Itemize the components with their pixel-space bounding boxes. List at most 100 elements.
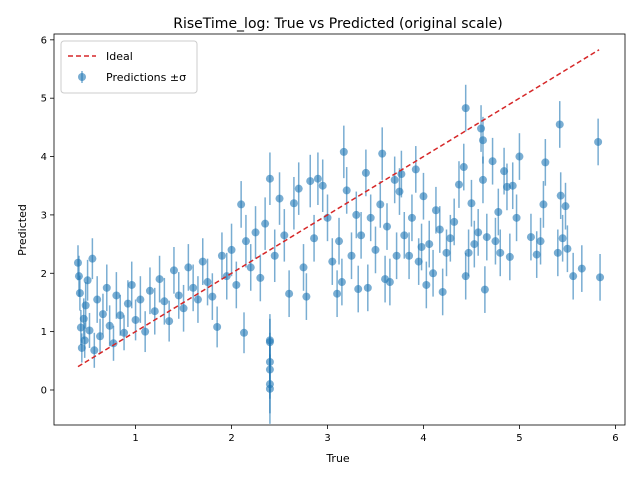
data-point <box>328 257 337 266</box>
data-point <box>461 272 470 281</box>
data-point <box>508 181 517 190</box>
data-point <box>141 327 150 336</box>
data-point <box>491 237 500 246</box>
data-point <box>454 180 463 189</box>
data-point <box>488 157 497 166</box>
data-point <box>189 283 198 292</box>
x-tick-label: 4 <box>420 433 426 444</box>
data-point <box>561 202 570 211</box>
y-axis-ticks: 0 1 2 3 4 5 6 <box>41 35 54 396</box>
data-point <box>213 322 222 331</box>
data-point <box>246 263 255 272</box>
data-point <box>302 292 311 301</box>
legend-predictions-marker <box>78 73 86 81</box>
data-point <box>446 234 455 243</box>
data-point <box>333 289 342 298</box>
y-axis-label: Predicted <box>16 204 29 256</box>
data-point <box>405 251 414 260</box>
data-point <box>98 310 107 319</box>
data-point <box>217 251 226 260</box>
data-point <box>289 199 298 208</box>
data-point <box>203 278 212 287</box>
legend-box <box>60 40 198 94</box>
data-point <box>285 289 294 298</box>
data-point <box>251 228 260 237</box>
data-point <box>145 286 154 295</box>
data-point <box>442 248 451 257</box>
plot-area <box>73 49 605 424</box>
chart-title: RiseTime_log: True vs Predicted (origina… <box>173 16 502 32</box>
data-point <box>500 167 509 176</box>
data-point <box>74 272 83 281</box>
data-point <box>541 158 550 167</box>
x-tick-label: 1 <box>132 433 138 444</box>
data-point <box>347 251 356 260</box>
data-point <box>105 321 114 330</box>
legend-predictions-label: Predictions ±σ <box>106 71 186 84</box>
data-point <box>425 240 434 249</box>
data-point <box>352 210 361 219</box>
x-axis-label: True <box>325 452 350 465</box>
data-point <box>240 328 249 337</box>
data-point <box>112 291 121 300</box>
data-point <box>357 231 366 240</box>
data-point <box>120 328 129 337</box>
data-point <box>88 254 97 263</box>
data-point <box>77 343 86 352</box>
data-point <box>477 124 486 133</box>
data-point <box>539 200 548 209</box>
data-point <box>81 301 90 310</box>
data-point <box>395 187 404 196</box>
data-point <box>470 240 479 249</box>
data-point <box>478 175 487 184</box>
data-point <box>435 225 444 234</box>
y-tick-label: 0 <box>41 385 47 396</box>
data-point <box>505 252 514 261</box>
data-point <box>265 384 274 393</box>
data-point <box>411 165 420 174</box>
data-point <box>150 307 159 316</box>
data-point <box>79 314 88 323</box>
data-point <box>76 323 85 332</box>
data-point <box>496 248 505 257</box>
data-point <box>459 163 468 172</box>
data-point <box>558 234 567 243</box>
data-point <box>299 263 308 272</box>
data-point <box>532 250 541 259</box>
y-tick-label: 4 <box>41 152 47 163</box>
x-axis-ticks: 1 2 3 4 5 6 <box>132 425 619 444</box>
data-point <box>174 291 183 300</box>
data-point <box>227 245 236 254</box>
data-point <box>179 304 188 313</box>
data-point <box>232 280 241 289</box>
data-point <box>193 295 202 304</box>
data-point <box>480 285 489 294</box>
data-point <box>431 206 440 215</box>
data-point <box>536 237 545 246</box>
y-tick-label: 5 <box>41 94 47 105</box>
data-point <box>555 120 564 129</box>
data-point <box>208 292 217 301</box>
data-point <box>237 200 246 209</box>
data-point <box>337 278 346 287</box>
data-point <box>102 283 111 292</box>
data-point <box>261 219 270 228</box>
data-point <box>594 137 603 146</box>
x-tick-label: 5 <box>516 433 522 444</box>
data-point <box>265 174 274 183</box>
data-point <box>75 289 84 298</box>
data-point <box>169 266 178 275</box>
data-point <box>569 272 578 281</box>
data-point <box>464 248 473 257</box>
data-point <box>438 287 447 296</box>
legend: Ideal Predictions ±σ <box>60 40 198 94</box>
y-tick-label: 1 <box>41 327 47 338</box>
data-point <box>96 332 105 341</box>
data-point <box>363 283 372 292</box>
y-tick-label: 2 <box>41 269 47 280</box>
data-point <box>116 311 125 320</box>
series-predictions <box>73 84 605 424</box>
data-point <box>73 258 82 267</box>
data-point <box>160 297 169 306</box>
